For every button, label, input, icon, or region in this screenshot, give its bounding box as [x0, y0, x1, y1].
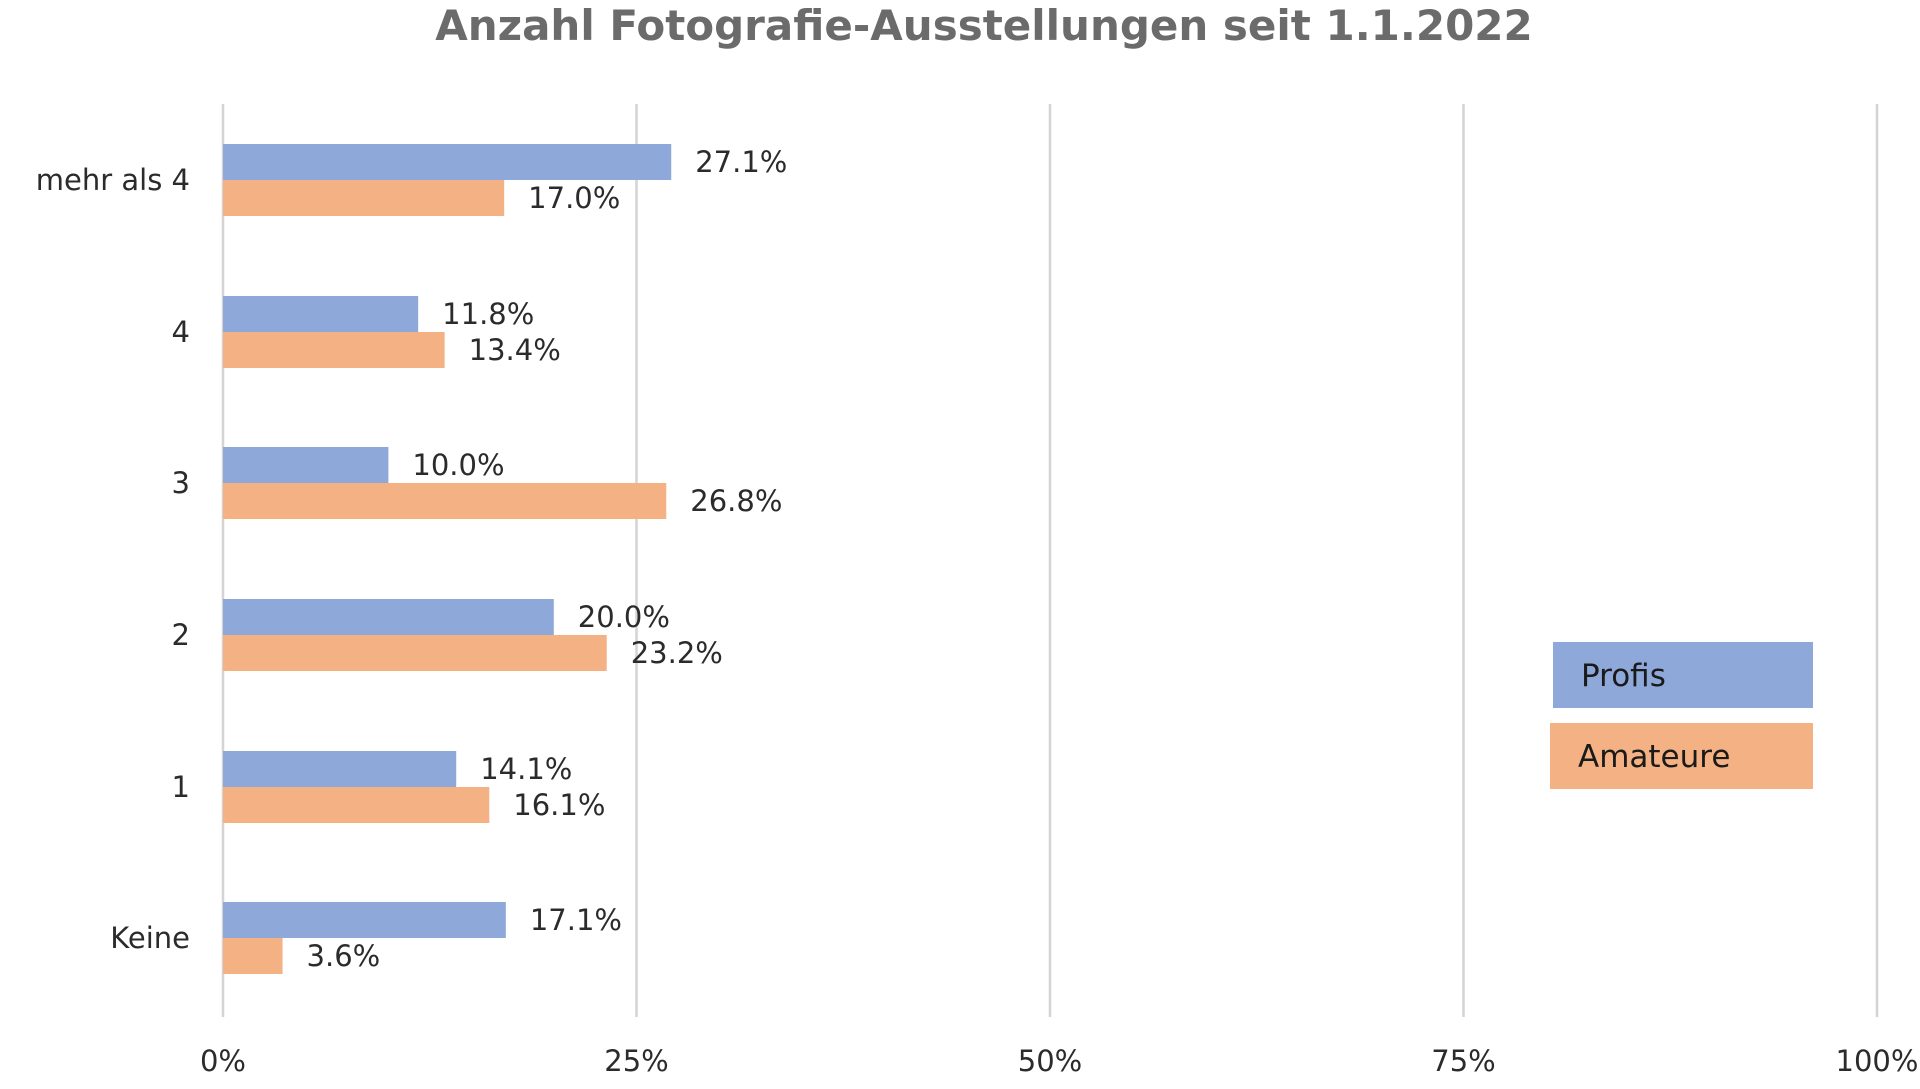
legend-swatch-amateure — [1550, 723, 1813, 789]
x-tick-label: 50% — [1018, 1044, 1082, 1078]
bar-profis — [223, 447, 389, 483]
bar-amateure — [223, 180, 505, 216]
legend-swatch-profis — [1553, 642, 1813, 708]
bar-amateure — [223, 332, 445, 368]
category-label: 1 — [172, 770, 190, 804]
data-label-profis: 14.1% — [480, 752, 572, 786]
bar-amateure — [223, 938, 283, 974]
data-label-amateure: 26.8% — [690, 484, 782, 518]
data-label-profis: 11.8% — [442, 297, 534, 331]
bar-profis — [223, 296, 419, 332]
data-label-profis: 10.0% — [412, 448, 504, 482]
data-label-amateure: 13.4% — [469, 333, 561, 367]
bar-profis — [223, 751, 457, 787]
data-label-profis: 27.1% — [695, 145, 787, 179]
legend: Profis Amateure — [1550, 642, 1813, 789]
chart-title: Anzahl Fotografie-Ausstellungen seit 1.1… — [435, 1, 1533, 50]
bar-profis — [223, 144, 672, 180]
category-label: mehr als 4 — [36, 163, 190, 197]
bar-amateure — [223, 787, 490, 823]
category-axis: mehr als 4 4 3 2 1 Keine — [36, 163, 190, 955]
x-tick-label: 100% — [1836, 1044, 1919, 1078]
data-label-amateure: 17.0% — [528, 181, 620, 215]
data-label-profis: 17.1% — [530, 903, 622, 937]
grid-layer — [221, 104, 1879, 1017]
data-label-amateure: 3.6% — [307, 939, 381, 973]
category-label: 4 — [172, 315, 190, 349]
bar-amateure — [223, 635, 607, 671]
category-label: 2 — [172, 618, 190, 652]
category-label: 3 — [172, 466, 190, 500]
data-label-profis: 20.0% — [578, 600, 670, 634]
category-label: Keine — [110, 921, 190, 955]
x-tick-label: 0% — [200, 1044, 246, 1078]
x-tick-label: 75% — [1431, 1044, 1495, 1078]
bar-amateure — [223, 483, 667, 519]
legend-label-amateure: Amateure — [1578, 739, 1730, 775]
legend-label-profis: Profis — [1581, 658, 1666, 694]
value-axis: 0% 25% 50% 75% 100% — [200, 1044, 1918, 1078]
bar-profis — [223, 902, 506, 938]
data-label-amateure: 23.2% — [631, 636, 723, 670]
bar-profis — [223, 599, 554, 635]
x-tick-label: 25% — [604, 1044, 668, 1078]
bars-layer — [223, 144, 672, 974]
data-label-amateure: 16.1% — [513, 788, 605, 822]
labels-layer: 27.1% 11.8% 10.0% 20.0% 14.1% 17.1% 17.0% 13.4%… — [307, 145, 788, 973]
